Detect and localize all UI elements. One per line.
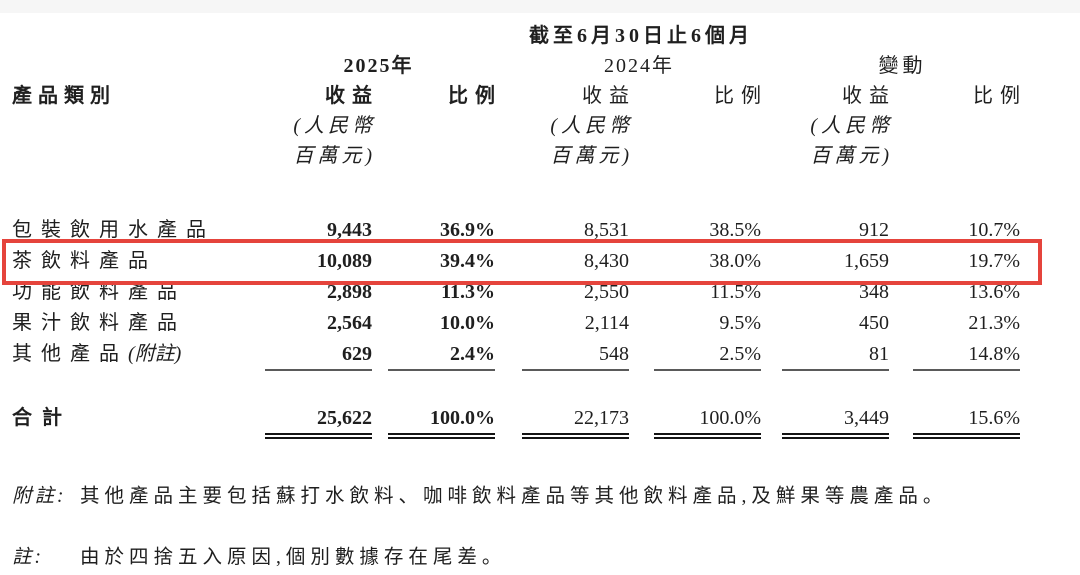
value-cell: 2.4%: [450, 342, 495, 365]
total-value-cell: 25,622: [317, 407, 372, 429]
value-cell: 13.6%: [968, 280, 1021, 303]
total-value-cell: 100.0%: [430, 407, 495, 429]
table-row-juice-beverage: 果汁飲料產品 2,564 10.0% 2,114 9.5% 450 21.3%: [12, 307, 1020, 338]
column-rule: [388, 369, 495, 371]
row-label: 果汁飲料產品: [12, 311, 186, 334]
header-row-unit2: 百萬元) 百萬元) 百萬元): [12, 140, 1020, 170]
value-cell: 38.0%: [709, 249, 761, 272]
row-label: 其他產品(附註): [12, 342, 182, 365]
value-cell: 39.4%: [440, 249, 495, 272]
value-cell: 21.3%: [968, 311, 1021, 334]
value-cell: 10,089: [317, 249, 372, 272]
row-label: 功能飲料產品: [12, 280, 186, 303]
table-row-other-products: 其他產品(附註) 629 2.4% 548 2.5% 81 14.8%: [12, 338, 1020, 369]
header-row-period: 截至6月30日止6個月: [12, 20, 1020, 50]
total-double-rule: [522, 433, 629, 440]
col-header-revenue-2024: 收益: [582, 84, 636, 107]
revenue-breakdown-table: 截至6月30日止6個月 2025年 2024年 變動 產品類別 收益 比例 收益…: [12, 20, 1021, 449]
year-2025-header: 2025年: [343, 54, 414, 77]
total-double-rule: [388, 433, 495, 440]
subtotal-rule-row: [12, 369, 1021, 379]
col-header-ratio-change: 比例: [973, 84, 1028, 107]
header-row-years: 2025年 2024年 變動: [12, 50, 1020, 80]
table-row-energy-beverage: 功能飲料產品 2,898 11.3% 2,550 11.5% 348 13.6%: [12, 276, 1020, 307]
footnote-tag: 註:: [12, 547, 44, 568]
value-cell: 629: [342, 342, 372, 365]
value-cell: 9.5%: [719, 311, 761, 334]
value-cell: 36.9%: [440, 218, 495, 241]
unit-million-2024: 百萬元): [550, 144, 633, 167]
footnote-products: 附註: 其他產品主要包括蘇打水飲料、咖啡飲料產品等其他飲料產品,及鮮果等農產品。: [12, 479, 947, 508]
value-cell: 19.7%: [968, 249, 1021, 272]
unit-rmb-2024: (人民幣: [550, 114, 633, 137]
total-value-cell: 100.0%: [699, 407, 761, 429]
value-cell: 14.8%: [968, 342, 1021, 365]
value-cell: 2,114: [584, 311, 629, 334]
value-cell: 2,898: [327, 280, 372, 303]
value-cell: 450: [859, 311, 889, 334]
footnote-rounding: 註: 由於四捨五入原因,個別數據存在尾差。: [12, 540, 506, 569]
footnote-text: 其他產品主要包括蘇打水飲料、咖啡飲料產品等其他飲料產品,及鮮果等農產品。: [80, 486, 948, 507]
year-2024-header: 2024年: [604, 54, 674, 77]
page-top-strip: [0, 0, 1080, 13]
total-double-rule: [913, 433, 1021, 440]
header-row-columns: 產品類別 收益 比例 收益 比例 收益 比例: [12, 80, 1020, 110]
value-cell: 10.0%: [440, 311, 495, 334]
column-rule: [782, 369, 889, 371]
product-category-header: 產品類別: [12, 84, 116, 107]
value-cell: 8,430: [584, 249, 629, 272]
value-cell: 10.7%: [968, 218, 1021, 241]
value-cell: 11.3%: [441, 280, 495, 303]
column-rule: [522, 369, 629, 371]
total-value-cell: 3,449: [844, 407, 889, 429]
col-header-ratio-2024: 比例: [714, 84, 768, 107]
value-cell: 81: [869, 342, 889, 365]
value-cell: 912: [859, 218, 889, 241]
unit-rmb-change: (人民幣: [810, 114, 893, 137]
value-cell: 2.5%: [719, 342, 761, 365]
column-rule: [654, 369, 761, 371]
period-header: 截至6月30日止6個月: [529, 24, 754, 47]
row-label-note-ref: (附註): [128, 342, 182, 365]
value-cell: 2,550: [584, 280, 629, 303]
column-rule: [265, 369, 372, 371]
total-label: 合計: [12, 407, 72, 429]
col-header-ratio-2025: 比例: [448, 84, 502, 107]
total-value-cell: 22,173: [574, 407, 629, 429]
col-header-revenue-2025: 收益: [325, 84, 379, 107]
col-header-revenue-change: 收益: [842, 84, 896, 107]
value-cell: 1,659: [844, 249, 889, 272]
total-double-rule: [265, 433, 372, 440]
value-cell: 9,443: [327, 218, 372, 241]
value-cell: 348: [859, 280, 889, 303]
unit-rmb-2025: (人民幣: [293, 114, 376, 137]
table-row-tea-beverage: 茶飲料產品 10,089 39.4% 8,430 38.0% 1,659 19.…: [12, 245, 1020, 276]
total-value-cell: 15.6%: [968, 407, 1021, 429]
column-rule: [913, 369, 1021, 371]
unit-million-change: 百萬元): [810, 144, 893, 167]
value-cell: 11.5%: [710, 280, 761, 303]
value-cell: 2,564: [327, 311, 372, 334]
value-cell: 38.5%: [709, 218, 761, 241]
table-row-total: 合計 25,622 100.0% 22,173 100.0% 3,449 15.…: [12, 407, 1020, 433]
row-label: 茶飲料產品: [12, 249, 157, 272]
change-header: 變動: [878, 54, 927, 77]
row-label: 包裝飲用水產品: [12, 218, 215, 241]
unit-million-2025: 百萬元): [293, 144, 376, 167]
footnote-tag: 附註:: [12, 486, 67, 507]
value-cell: 8,531: [584, 218, 629, 241]
footnote-text: 由於四捨五入原因,個別數據存在尾差。: [80, 547, 507, 568]
value-cell: 548: [599, 342, 629, 365]
total-double-rule: [782, 433, 889, 440]
total-rule-row: [12, 433, 1021, 449]
header-row-unit1: (人民幣 (人民幣 (人民幣: [12, 110, 1020, 140]
table-row-packaged-water: 包裝飲用水產品 9,443 36.9% 8,531 38.5% 912 10.7…: [12, 214, 1020, 245]
total-double-rule: [654, 433, 761, 440]
